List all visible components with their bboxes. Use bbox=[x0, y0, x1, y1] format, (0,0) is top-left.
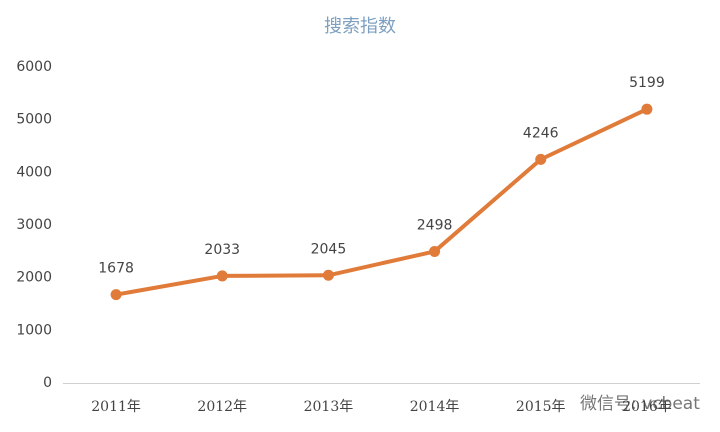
data-label: 1678 bbox=[98, 261, 134, 277]
y-tick-label: 2000 bbox=[16, 270, 52, 286]
data-label: 2045 bbox=[311, 241, 347, 257]
x-tick-label: 2016年 bbox=[622, 399, 672, 415]
y-tick-label: 0 bbox=[43, 375, 52, 391]
point bbox=[110, 289, 122, 301]
point bbox=[535, 153, 547, 165]
y-tick-label: 5000 bbox=[16, 112, 52, 128]
y-tick-label: 3000 bbox=[16, 217, 52, 233]
x-tick-label: 2013年 bbox=[304, 399, 354, 415]
data-label: 4246 bbox=[523, 125, 559, 141]
watermark: 微信号: vcbeat bbox=[580, 394, 700, 414]
y-tick-label: 4000 bbox=[16, 164, 52, 180]
y-tick-label: 1000 bbox=[16, 322, 52, 338]
data-label: 2033 bbox=[204, 242, 240, 258]
chart-title: 搜索指数 bbox=[324, 16, 396, 37]
point bbox=[429, 245, 441, 257]
point bbox=[216, 270, 228, 282]
data-label: 2498 bbox=[417, 217, 453, 233]
y-tick-label: 6000 bbox=[16, 59, 52, 75]
line bbox=[115, 107, 648, 297]
x-tick-label: 2012年 bbox=[197, 399, 247, 415]
point bbox=[641, 103, 653, 115]
x-tick-label: 2011年 bbox=[91, 399, 141, 415]
point bbox=[322, 269, 334, 281]
x-tick-label: 2014年 bbox=[410, 399, 460, 415]
data-label: 5199 bbox=[629, 75, 665, 91]
x-tick-label: 2015年 bbox=[516, 399, 566, 415]
